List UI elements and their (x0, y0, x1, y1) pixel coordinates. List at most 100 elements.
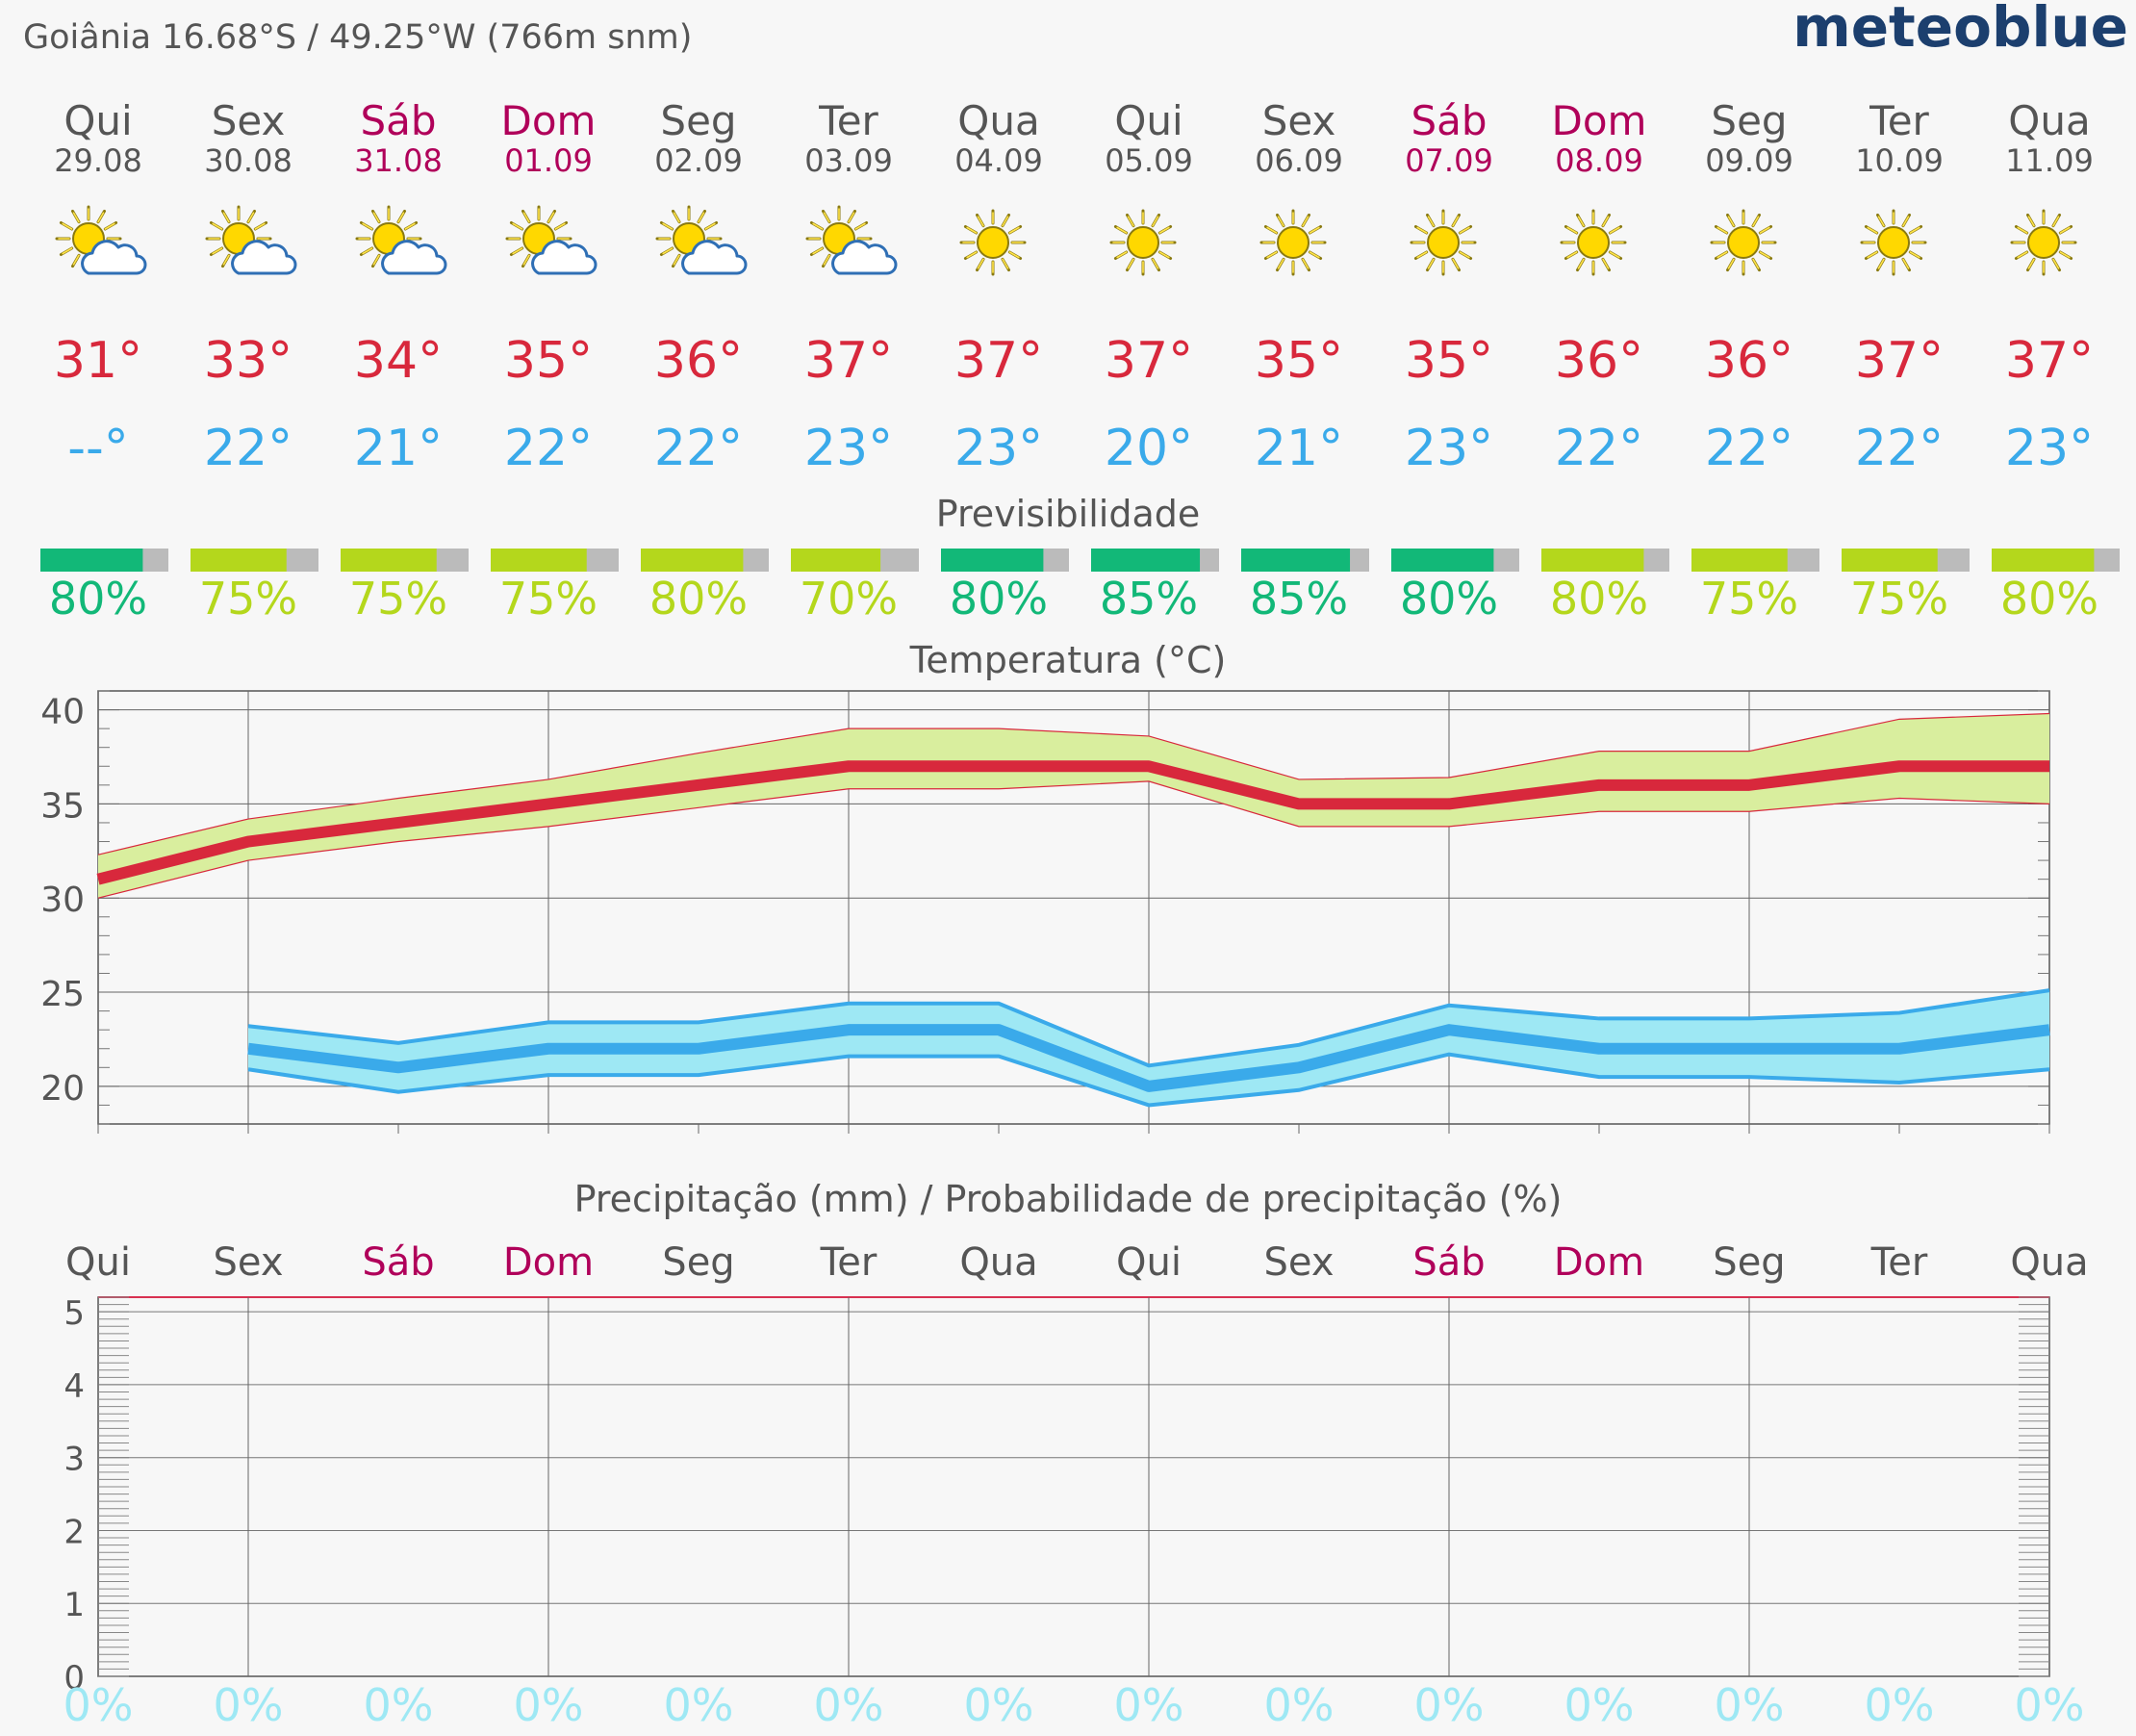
sun-ray-fill (2059, 251, 2071, 259)
sun-ray-fill (522, 212, 530, 223)
predictability-value: 80% (1400, 573, 1498, 625)
predictability-item: 75% (491, 549, 619, 625)
sun-ray-fill (372, 254, 380, 266)
sun-ray-fill (1116, 251, 1128, 259)
precipitation-day-label: Ter (1870, 1240, 1928, 1285)
predictability-item: 75% (341, 549, 469, 625)
sun-ray-fill (673, 254, 680, 266)
predictability-value: 75% (1850, 573, 1948, 625)
day-date: 09.09 (1705, 142, 1793, 179)
predictability-bar-fill (341, 549, 437, 572)
min-temperature: 22° (1855, 420, 1944, 477)
sun-ray-fill (1309, 251, 1320, 259)
predictability-value: 75% (199, 573, 297, 625)
precipitation-day-label: Sex (1264, 1240, 1335, 1285)
sun-ray-fill (673, 212, 680, 223)
brand-logo[interactable]: meteoblue (1793, 0, 2128, 60)
sun-ray-fill (222, 212, 230, 223)
predictability-value: 80% (649, 573, 748, 625)
sun-ray-fill (2017, 251, 2028, 259)
predictability-bar-fill (791, 549, 881, 572)
sun-ray-fill (62, 247, 73, 255)
precipitation-day-label: Sex (214, 1240, 284, 1285)
sun-ray-fill (1716, 226, 1728, 234)
sun-disc (1127, 226, 1159, 259)
sun-ray-fill (812, 247, 824, 255)
sun-ray-fill (812, 222, 824, 230)
precipitation-probability-label: 0% (364, 1679, 434, 1731)
sun-icon (1410, 209, 1477, 276)
precipitation-day-label: Sáb (362, 1240, 434, 1285)
precipitation-day-label: Qua (2010, 1240, 2088, 1285)
sun-ray-fill (362, 247, 373, 255)
sun-ray-fill (2027, 216, 2035, 227)
precipitation-title: Precipitação (mm) / Probabilidade de pre… (574, 1178, 1563, 1220)
sun-ray-fill (1577, 216, 1585, 227)
sun-ray-fill (1158, 251, 1170, 259)
temperature-title: Temperatura (°C) (909, 639, 1227, 681)
sun-icon (2010, 209, 2077, 276)
day-name: Qua (2008, 97, 2090, 144)
sun-icon (1560, 209, 1627, 276)
precipitation-probability-label: 0% (1865, 1679, 1935, 1731)
sun-disc (977, 226, 1009, 259)
sun-ray-fill (212, 247, 223, 255)
max-temperature: 35° (1405, 332, 1493, 390)
day-name: Qui (1114, 97, 1182, 144)
min-temperature: 21° (354, 420, 443, 477)
sun-ray-fill (1577, 258, 1585, 269)
sun-ray-fill (2059, 226, 2071, 234)
sun-ray-fill (1867, 251, 1878, 259)
sun-ray-fill (1877, 258, 1885, 269)
predictability-value: 85% (1100, 573, 1198, 625)
sun-ray-fill (212, 222, 223, 230)
sun-ray-fill (362, 222, 373, 230)
predictability-bars: 80% 75% 75% 75% 80% 70% 80% 85% 85% 80% 80% 75% 75% 8… (40, 549, 2120, 625)
sun-ray-fill (104, 222, 115, 230)
sun-ray-fill (397, 212, 405, 223)
sun-ray-fill (1427, 258, 1435, 269)
sun-ray-fill (547, 212, 555, 223)
min-temperature: 23° (804, 420, 893, 477)
predictability-bar-fill (941, 549, 1044, 572)
sun-ray-fill (1566, 251, 1578, 259)
sun-ray-fill (512, 222, 523, 230)
sun-ray-fill (1609, 251, 1620, 259)
day-date: 31.08 (354, 142, 443, 179)
sun-ray-fill (1727, 216, 1735, 227)
sun-cloud-icon (655, 205, 748, 275)
min-temperature: 23° (954, 420, 1043, 477)
predictability-value: 80% (1550, 573, 1648, 625)
temperature-y-label: 35 (40, 786, 85, 826)
sun-ray-fill (1452, 216, 1460, 227)
predictability-title: Previsibilidade (936, 493, 1201, 535)
predictability-value: 75% (1700, 573, 1798, 625)
max-temperature: 36° (1555, 332, 1643, 390)
sun-cloud-icon (205, 205, 297, 275)
sun-ray-fill (1759, 251, 1770, 259)
cloud-shape (531, 240, 598, 275)
precipitation-probability-label: 0% (1114, 1679, 1184, 1731)
sun-ray-fill (512, 247, 523, 255)
predictability-value: 80% (49, 573, 147, 625)
precipitation-probability-label: 0% (2015, 1679, 2085, 1731)
predictability-bar-fill (191, 549, 287, 572)
sun-ray-fill (2017, 226, 2028, 234)
precipitation-y-label: 5 (64, 1294, 85, 1333)
sun-ray-fill (372, 212, 380, 223)
predictability-value: 80% (950, 573, 1048, 625)
predictability-bar-fill (491, 549, 587, 572)
max-temperature: 37° (954, 332, 1043, 390)
sun-cloud-icon (505, 205, 598, 275)
sun-ray-fill (977, 216, 984, 227)
max-temperature: 33° (204, 332, 292, 390)
max-temperature: 36° (1705, 332, 1793, 390)
sun-icon (1259, 209, 1327, 276)
sun-ray-fill (1459, 251, 1470, 259)
